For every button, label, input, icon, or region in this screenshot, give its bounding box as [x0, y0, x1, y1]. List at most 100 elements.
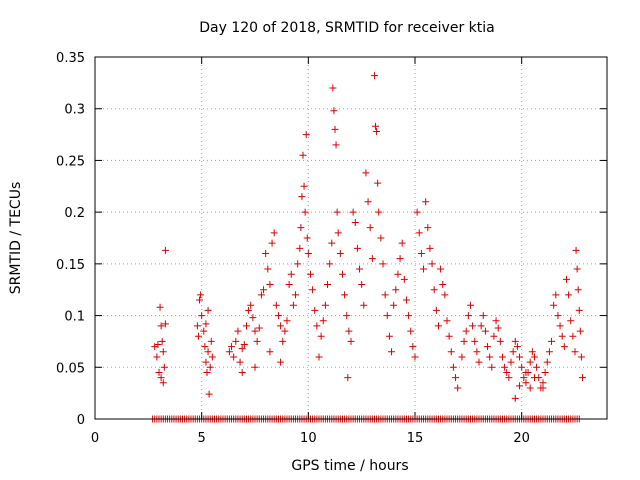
- data-point: [507, 358, 515, 366]
- data-point: [208, 353, 216, 361]
- data-point: [204, 348, 212, 356]
- data-point: [345, 327, 353, 335]
- data-point: [552, 291, 560, 299]
- data-point: [266, 281, 274, 289]
- data-point: [349, 208, 357, 216]
- y-axis-label: SRMTID / TECUs: [8, 182, 24, 295]
- data-point: [301, 208, 309, 216]
- data-point: [541, 368, 549, 376]
- data-point: [377, 234, 385, 242]
- data-point: [486, 353, 494, 361]
- data-point: [292, 291, 300, 299]
- data-point: [364, 198, 372, 206]
- data-point: [331, 125, 339, 133]
- data-point: [353, 244, 361, 252]
- data-point: [255, 324, 263, 332]
- x-tick-label: 10: [300, 431, 317, 446]
- data-point: [432, 306, 440, 314]
- data-point: [445, 332, 453, 340]
- data-point: [443, 317, 451, 325]
- data-point: [236, 358, 244, 366]
- data-point: [530, 353, 538, 361]
- data-point: [390, 301, 398, 309]
- data-point: [516, 353, 524, 361]
- y-axis-ticks: 0 0.05 0.1 0.15 0.2 0.25 0.3 0.35: [56, 51, 607, 428]
- data-point: [572, 246, 580, 254]
- x-tick-label: 15: [407, 431, 424, 446]
- data-point: [272, 301, 280, 309]
- data-point: [569, 332, 577, 340]
- data-point: [381, 291, 389, 299]
- data-point: [300, 182, 308, 190]
- data-point: [247, 301, 255, 309]
- data-point: [157, 374, 165, 382]
- data-point: [309, 286, 317, 294]
- data-point: [509, 348, 517, 356]
- data-point: [575, 306, 583, 314]
- data-point: [319, 317, 327, 325]
- data-point: [422, 198, 430, 206]
- data-point: [550, 301, 558, 309]
- data-point: [539, 384, 547, 392]
- data-point: [277, 358, 285, 366]
- data-point: [249, 314, 257, 322]
- data-point: [270, 229, 278, 237]
- data-point: [238, 368, 246, 376]
- data-point: [481, 327, 489, 335]
- data-point: [520, 374, 528, 382]
- data-point: [159, 379, 167, 387]
- y-tick-label: 0.25: [56, 154, 85, 169]
- data-point: [155, 368, 163, 376]
- data-point: [296, 244, 304, 252]
- data-point: [373, 127, 381, 135]
- data-point: [370, 72, 378, 80]
- data-point: [571, 348, 579, 356]
- data-point: [516, 382, 524, 390]
- data-point: [518, 363, 526, 371]
- data-point: [385, 332, 393, 340]
- data-point: [548, 337, 556, 345]
- data-point: [283, 317, 291, 325]
- data-point: [402, 296, 410, 304]
- data-point: [344, 374, 352, 382]
- data-point: [304, 250, 312, 258]
- data-point: [202, 358, 210, 366]
- y-tick-label: 0.1: [64, 310, 85, 325]
- data-point: [328, 239, 336, 247]
- x-tick-label: 20: [513, 431, 530, 446]
- data-point: [567, 317, 575, 325]
- data-point: [329, 84, 337, 92]
- data-point: [260, 286, 268, 294]
- data-point: [466, 301, 474, 309]
- data-point: [490, 332, 498, 340]
- x-tick-label: 0: [91, 431, 99, 446]
- data-point: [203, 368, 211, 376]
- data-point: [299, 151, 307, 159]
- data-point: [494, 324, 502, 332]
- x-axis-ticks: 0 5 10 15 20: [91, 57, 530, 446]
- data-point: [462, 327, 470, 335]
- x-tick-label: 5: [198, 431, 206, 446]
- data-point: [437, 265, 445, 273]
- data-point: [262, 250, 270, 258]
- data-point: [343, 312, 351, 320]
- data-point: [543, 358, 551, 366]
- data-point: [230, 353, 238, 361]
- data-point: [460, 337, 468, 345]
- data-point: [302, 131, 310, 139]
- data-point: [358, 281, 366, 289]
- data-point: [279, 337, 287, 345]
- data-point: [573, 265, 581, 273]
- data-point: [242, 322, 250, 330]
- data-point: [513, 343, 521, 351]
- data-point: [488, 363, 496, 371]
- data-point: [372, 122, 380, 130]
- data-point: [578, 374, 586, 382]
- data-point: [420, 265, 428, 273]
- data-point: [338, 270, 346, 278]
- data-point: [289, 301, 297, 309]
- data-point: [334, 229, 342, 237]
- data-point: [200, 327, 208, 335]
- data-point: [411, 353, 419, 361]
- x-axis-label: GPS time / hours: [291, 458, 408, 474]
